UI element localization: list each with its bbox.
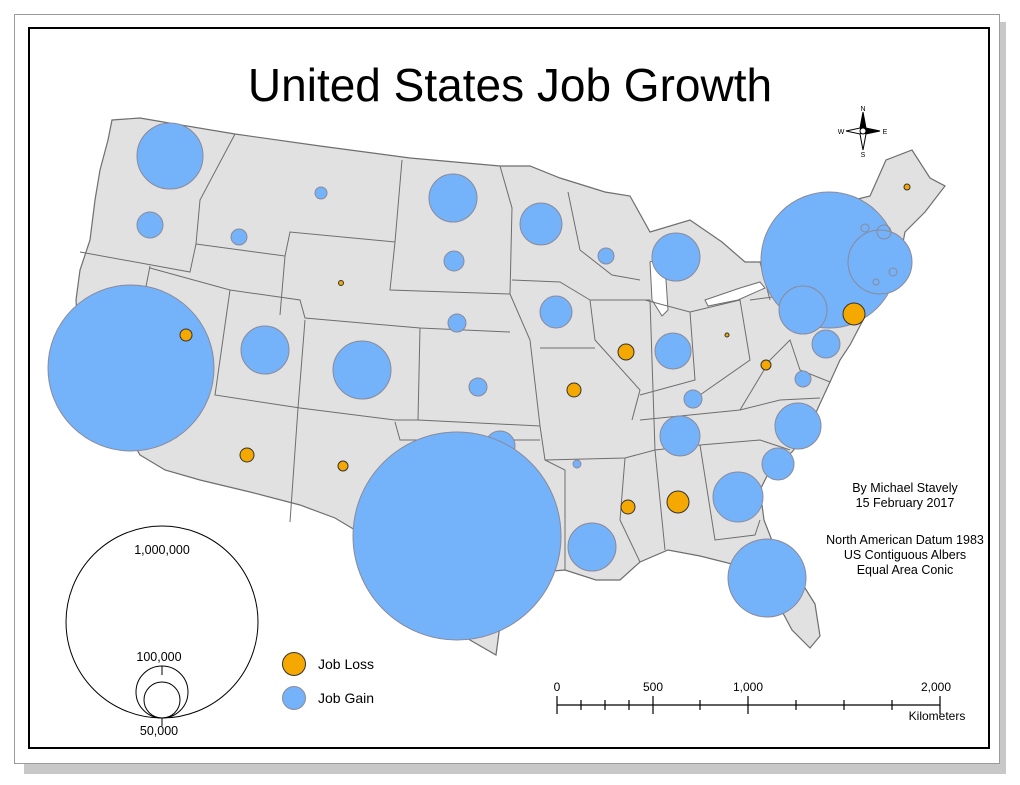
gain-washington bbox=[136, 122, 204, 190]
gain-wisconsin bbox=[597, 247, 615, 265]
gain-arkansas bbox=[572, 459, 582, 469]
date-text: 15 February 2017 bbox=[855, 496, 955, 510]
lake-erie bbox=[704, 281, 766, 307]
us-landmass bbox=[75, 117, 946, 656]
author-text: By Michael Stavely bbox=[852, 481, 958, 495]
loss-mississippi bbox=[620, 499, 636, 515]
gain-colorado bbox=[332, 340, 392, 400]
size-legend-small-label: 50,000 bbox=[139, 724, 179, 738]
gain-idaho bbox=[230, 228, 248, 246]
loss-alabama bbox=[666, 490, 690, 514]
gain-massachusetts bbox=[847, 229, 913, 295]
gain-minnesota bbox=[519, 202, 563, 246]
gain-tennessee bbox=[659, 415, 701, 457]
loss-illinois bbox=[617, 343, 635, 361]
legend-loss-label: Job Loss bbox=[318, 656, 375, 672]
gain-nebraska bbox=[447, 313, 467, 333]
gain-kentucky bbox=[683, 389, 703, 409]
loss-symbol-icon bbox=[282, 652, 306, 676]
credit-block: By Michael Stavely 15 February 2017 bbox=[830, 481, 980, 511]
gain-texas bbox=[352, 431, 562, 641]
gain-louisiana bbox=[567, 522, 617, 572]
gain-montana bbox=[314, 186, 328, 200]
map-title: United States Job Growth bbox=[247, 59, 773, 111]
loss-new-mexico bbox=[337, 460, 349, 472]
gain-maryland bbox=[811, 329, 841, 359]
gain-georgia bbox=[712, 471, 764, 523]
projection-text: US Contiguous Albers bbox=[843, 548, 967, 562]
scale-label-500: 500 bbox=[642, 680, 664, 694]
job-gain-symbols bbox=[47, 122, 913, 641]
scale-unit-label: Kilometers bbox=[908, 709, 966, 723]
loss-missouri bbox=[566, 382, 582, 398]
loss-maine bbox=[903, 183, 911, 191]
gain-indiana bbox=[654, 332, 692, 370]
south-label: S bbox=[861, 152, 866, 158]
loss-nevada bbox=[179, 328, 193, 342]
compass-rose-icon: N S E W bbox=[838, 106, 888, 158]
gain-pennsylvania bbox=[778, 285, 828, 335]
gain-oregon bbox=[136, 211, 164, 239]
gain-michigan bbox=[651, 232, 701, 282]
north-arrow: N S E W bbox=[838, 104, 888, 158]
scale-label-2000: 2,000 bbox=[920, 680, 952, 694]
legend-gain: Job Gain bbox=[282, 686, 374, 710]
job-loss-symbols bbox=[179, 183, 911, 515]
northeast-small-symbols bbox=[860, 223, 898, 286]
scale-label-1000: 1,000 bbox=[732, 680, 764, 694]
east-label: E bbox=[883, 129, 888, 136]
gain-symbol-icon bbox=[282, 686, 306, 710]
loss-ohio bbox=[724, 332, 730, 338]
loss-new-jersey bbox=[842, 302, 866, 326]
projection-block: North American Datum 1983 US Contiguous … bbox=[810, 533, 1000, 578]
scale-bar bbox=[556, 696, 941, 714]
size-legend bbox=[65, 525, 259, 726]
size-legend-medium-label: 100,000 bbox=[136, 650, 182, 664]
loss-arizona bbox=[239, 447, 255, 463]
gain-virginia bbox=[794, 370, 812, 388]
gain-iowa bbox=[539, 295, 573, 329]
gain-kansas bbox=[468, 377, 488, 397]
north-label: N bbox=[860, 106, 865, 113]
gain-utah bbox=[240, 325, 290, 375]
gain-california bbox=[47, 284, 215, 452]
projection-type-text: Equal Area Conic bbox=[856, 563, 954, 577]
size-legend-small bbox=[143, 681, 181, 719]
gain-south-dakota bbox=[443, 250, 465, 272]
gain-florida bbox=[727, 538, 807, 618]
size-legend-large-label: 1,000,000 bbox=[134, 543, 190, 557]
west-label: W bbox=[838, 129, 845, 136]
loss-wyoming bbox=[338, 280, 344, 286]
legend-loss: Job Loss bbox=[282, 652, 374, 676]
datum-text: North American Datum 1983 bbox=[826, 533, 984, 547]
gain-south-carolina bbox=[761, 447, 795, 481]
scale-label-0: 0 bbox=[553, 680, 561, 694]
loss-west-virginia bbox=[760, 359, 772, 371]
gain-north-dakota bbox=[428, 173, 478, 223]
legend-gain-label: Job Gain bbox=[318, 690, 375, 706]
gain-north-carolina bbox=[774, 402, 822, 450]
